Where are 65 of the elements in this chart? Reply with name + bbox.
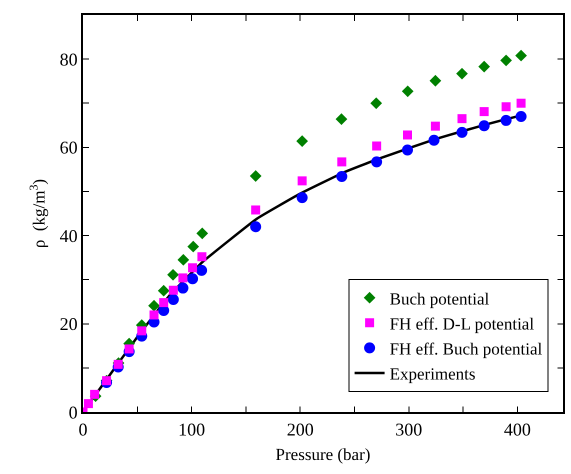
- point: [137, 326, 146, 336]
- point: [370, 97, 382, 110]
- point: [177, 282, 188, 294]
- point: [150, 310, 159, 320]
- point: [178, 273, 188, 282]
- legend-label: FH eff. Buch potential: [390, 340, 543, 359]
- point: [168, 286, 178, 295]
- point: [196, 264, 208, 276]
- point: [372, 142, 382, 151]
- point: [167, 268, 179, 281]
- point: [337, 157, 346, 166]
- point: [478, 60, 490, 72]
- y-tick-label: 80: [60, 49, 78, 70]
- point: [250, 170, 262, 182]
- point: [500, 114, 512, 126]
- point: [188, 263, 198, 272]
- point: [430, 122, 440, 131]
- point: [187, 240, 200, 252]
- y-tick-label: 0: [68, 402, 78, 422]
- point: [148, 300, 160, 312]
- point: [177, 254, 190, 266]
- point: [456, 126, 468, 138]
- point: [458, 114, 466, 124]
- x-tick-label: 200: [286, 419, 314, 440]
- y-tick-label: 60: [60, 138, 78, 158]
- point: [516, 98, 526, 108]
- point: [197, 252, 206, 262]
- point: [296, 192, 308, 204]
- point: [430, 74, 442, 87]
- point: [402, 144, 413, 156]
- y-tick-label: 20: [60, 314, 78, 334]
- point: [371, 156, 382, 168]
- point: [336, 113, 348, 125]
- legend-label: Experiments: [390, 364, 476, 384]
- point: [402, 85, 414, 98]
- x-tick-label: 100: [178, 419, 206, 440]
- legend-label: Buch potential: [390, 289, 490, 308]
- point: [168, 294, 179, 306]
- legend-label: FH eff. D-L potential: [390, 314, 534, 334]
- point: [516, 110, 527, 122]
- x-tick-label: 400: [504, 419, 531, 440]
- point: [502, 102, 511, 112]
- point: [250, 221, 262, 232]
- point: [428, 134, 440, 146]
- point: [114, 360, 123, 369]
- point: [456, 68, 468, 80]
- point: [187, 273, 198, 284]
- point: [336, 170, 348, 182]
- point: [515, 50, 527, 62]
- y-tick-label: 40: [60, 226, 78, 246]
- point: [298, 176, 307, 186]
- point: [500, 54, 512, 66]
- point: [84, 399, 93, 408]
- point: [402, 130, 412, 140]
- point: [196, 228, 208, 240]
- point: [478, 120, 490, 132]
- point: [90, 390, 100, 399]
- point: [158, 284, 170, 297]
- x-tick-label: 300: [395, 419, 422, 440]
- point: [159, 298, 168, 308]
- point: [124, 344, 134, 354]
- point: [480, 107, 489, 116]
- x-axis-title: Pressure (bar): [276, 445, 370, 464]
- point: [296, 135, 308, 148]
- point: [251, 205, 260, 214]
